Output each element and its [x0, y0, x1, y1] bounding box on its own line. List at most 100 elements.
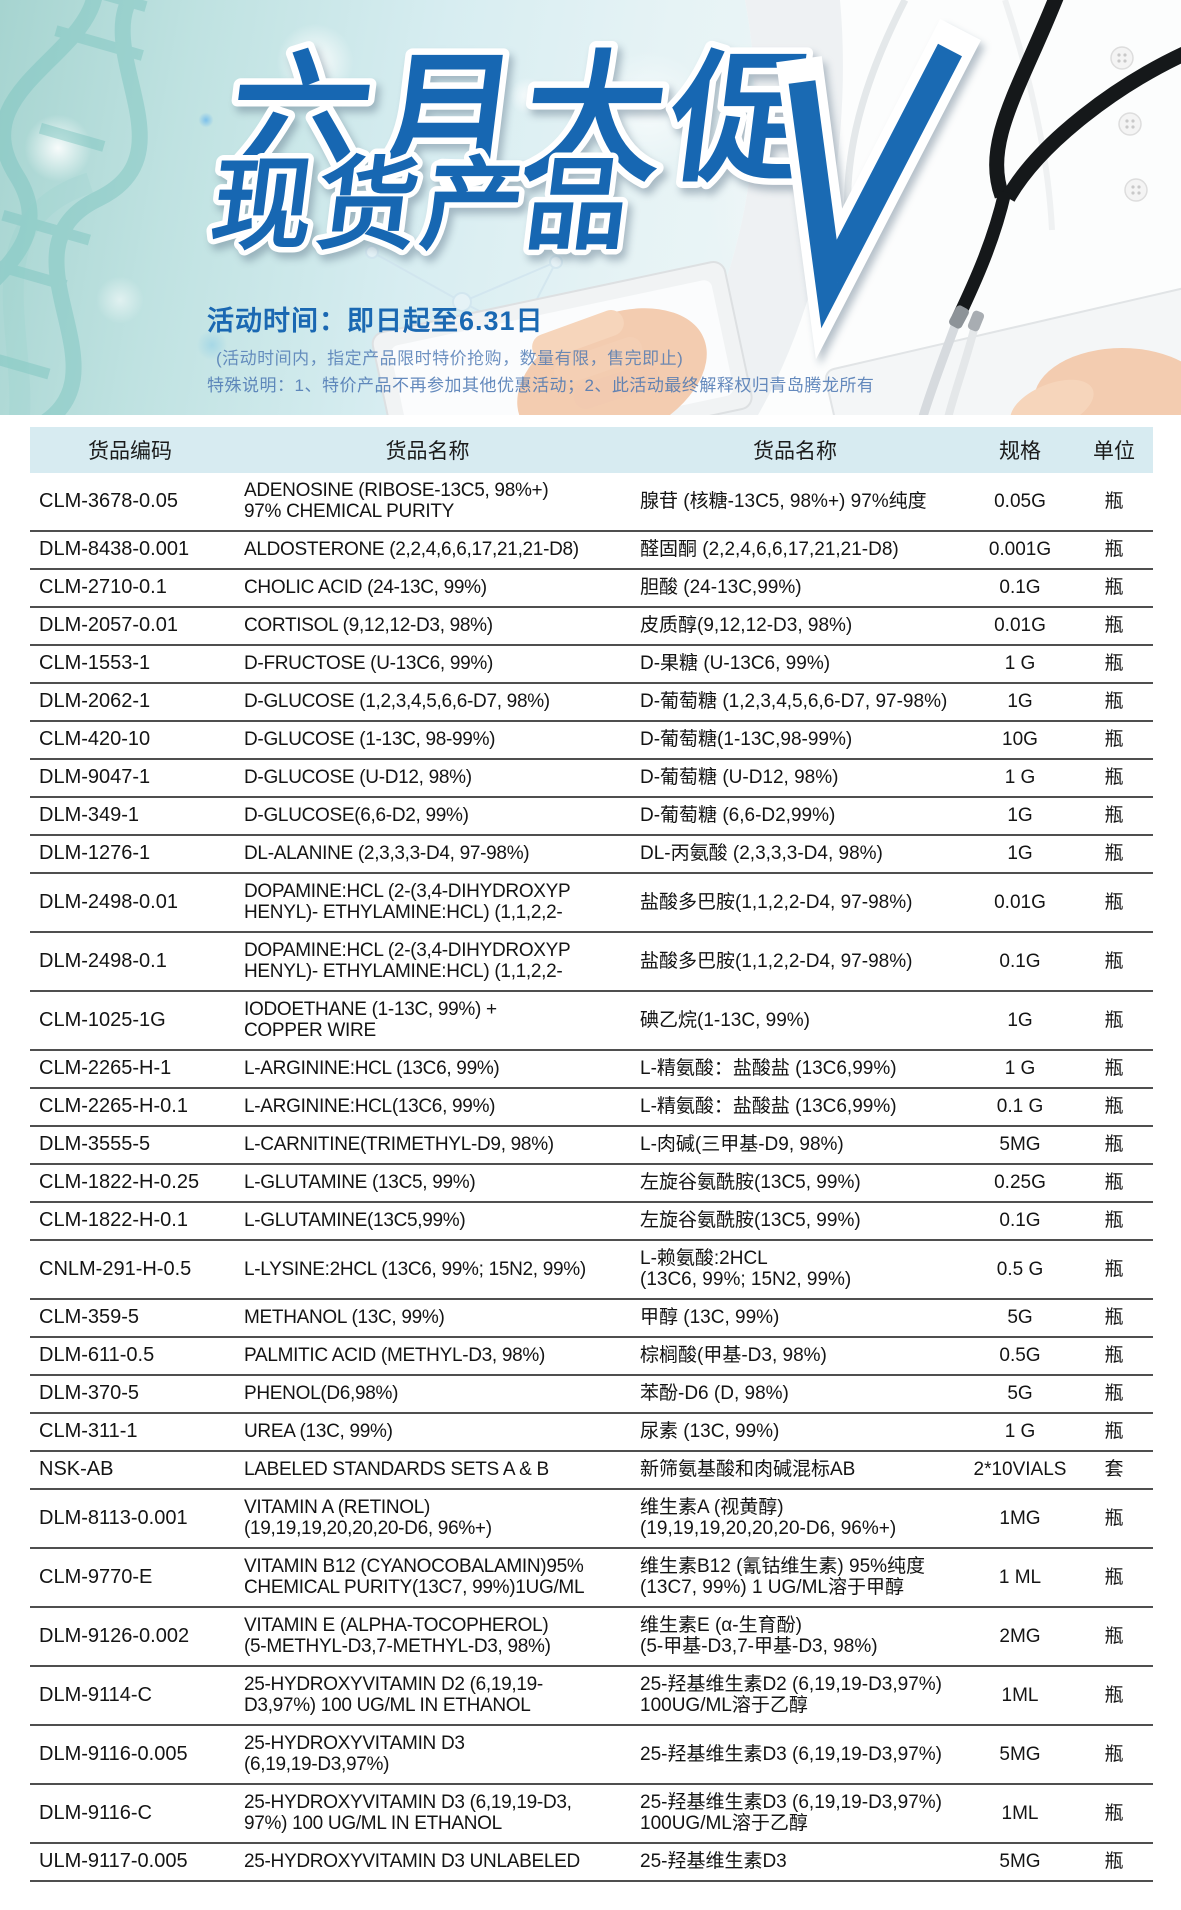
unit-cell: 瓶: [1104, 1421, 1124, 1442]
spec-cell: 1 G: [1004, 767, 1036, 788]
product-name-cn-cell: 苯酚-D6 (D, 98%): [640, 1383, 789, 1404]
spec-cell: 0.05G: [994, 490, 1046, 512]
product-name-cn-cell: 棕榈酸(甲基-D3, 98%): [640, 1345, 827, 1366]
product-name-cn-cell: 新筛氨基酸和肉碱混标AB: [640, 1459, 856, 1480]
svg-text:现货产品: 现货产品: [205, 149, 639, 262]
product-name-cn-cell: 左旋谷氨酰胺(13C5, 99%): [640, 1210, 861, 1231]
product-code-cell: DLM-9047-1: [39, 766, 151, 788]
product-name-cn-cell: 25-羟基维生素D3 (6,19,19-D3,97%) 100UG/ML溶于乙醇: [640, 1792, 942, 1834]
product-code-cell: CLM-359-5: [39, 1306, 140, 1328]
product-name-en-cell: VITAMIN B12 (CYANOCOBALAMIN)95% CHEMICAL…: [244, 1556, 585, 1598]
product-name-en-cell: D-FRUCTOSE (U-13C6, 99%): [244, 653, 493, 674]
product-code-cell: DLM-8438-0.001: [39, 538, 190, 560]
product-name-cn-cell: L-肉碱(三甲基-D9, 98%): [640, 1134, 844, 1155]
product-code-cell: DLM-2498-0.1: [39, 949, 167, 972]
table-row: DLM-9047-1 D-GLUCOSE (U-D12, 98%) D-葡萄糖 (U…: [30, 760, 1153, 798]
table-row: DLM-3555-5 L-CARNITINE(TRIMETHYL-D9, 98%)…: [30, 1127, 1153, 1165]
product-name-en-cell: CHOLIC ACID (24-13C, 99%): [244, 577, 487, 598]
product-code-cell: DLM-3555-5: [39, 1133, 151, 1155]
spec-cell: 0.1G: [999, 577, 1041, 598]
product-name-cn-cell: 胆酸 (24-13C,99%): [640, 577, 802, 598]
table-row: DLM-8113-0.001 VITAMIN A (RETINOL) (19,19…: [30, 1490, 1153, 1549]
table-body: CLM-3678-0.05 ADENOSINE (RIBOSE-13C5, 98%…: [30, 473, 1153, 1882]
product-code-cell: CLM-420-10: [39, 728, 151, 750]
unit-cell: 瓶: [1104, 1851, 1124, 1872]
product-name-en-cell: 25-HYDROXYVITAMIN D3 (6,19,19-D3, 97%) 1…: [244, 1792, 572, 1834]
spec-cell: 0.1 G: [996, 1096, 1044, 1117]
spec-cell: 5MG: [999, 1851, 1041, 1872]
product-code-cell: CLM-2710-0.1: [39, 576, 167, 598]
product-name-cn-cell: 25-羟基维生素D2 (6,19,19-D3,97%) 100UG/ML溶于乙醇: [640, 1674, 942, 1716]
activity-note-line1: (活动时间内，指定产品限时特价抢购，数量有限，售完即止): [216, 349, 684, 368]
spec-cell: 5G: [1007, 1307, 1033, 1328]
spec-cell: 5MG: [999, 1743, 1041, 1765]
spec-cell: 0.01G: [994, 891, 1046, 913]
table-row: DLM-2498-0.01 DOPAMINE:HCL (2-(3,4-DIHYDR…: [30, 874, 1153, 933]
unit-cell: 套: [1104, 1459, 1124, 1480]
product-name-cn-cell: D-葡萄糖 (6,6-D2,99%): [640, 805, 836, 826]
unit-cell: 瓶: [1104, 1507, 1124, 1529]
banner-artwork: 六月大促 现货产品: [0, 0, 1181, 415]
product-name-cn-cell: 尿素 (13C, 99%): [640, 1421, 780, 1442]
unit-cell: 瓶: [1104, 1134, 1124, 1155]
product-name-cn-cell: 25-羟基维生素D3 (6,19,19-D3,97%): [640, 1743, 942, 1765]
unit-cell: 瓶: [1104, 1684, 1124, 1706]
table-row: CLM-9770-E VITAMIN B12 (CYANOCOBALAMIN)95…: [30, 1549, 1153, 1608]
spec-cell: 1 G: [1004, 653, 1036, 674]
table-row: DLM-9126-0.002 VITAMIN E (ALPHA-TOCOPHERO…: [30, 1608, 1153, 1667]
spec-cell: 1G: [1007, 1009, 1033, 1031]
product-name-cn-cell: L-赖氨酸:2HCL (13C6, 99%; 15N2, 99%): [640, 1248, 852, 1290]
product-name-en-cell: DOPAMINE:HCL (2-(3,4-DIHYDROXYP HENYL)- …: [244, 881, 571, 923]
table-row: CLM-1822-H-0.25 L-GLUTAMINE (13C5, 99%) 左旋…: [30, 1165, 1153, 1203]
spec-cell: 1G: [1007, 843, 1033, 864]
product-name-en-cell: DOPAMINE:HCL (2-(3,4-DIHYDROXYP HENYL)- …: [244, 940, 571, 982]
spec-cell: 1 G: [1004, 1421, 1036, 1442]
spec-cell: 5G: [1007, 1383, 1033, 1404]
product-name-cn-cell: 碘乙烷(1-13C, 99%): [640, 1009, 810, 1031]
product-name-en-cell: PALMITIC ACID (METHYL-D3, 98%): [244, 1345, 546, 1366]
product-name-en-cell: PHENOL(D6,98%): [244, 1383, 399, 1404]
product-name-cn-cell: D-葡萄糖 (U-D12, 98%): [640, 767, 839, 788]
product-name-en-cell: D-GLUCOSE(6,6-D2, 99%): [244, 805, 469, 826]
table-row: DLM-2498-0.1 DOPAMINE:HCL (2-(3,4-DIHYDRO…: [30, 933, 1153, 992]
table-row: DLM-349-1 D-GLUCOSE(6,6-D2, 99%) D-葡萄糖 (6,…: [30, 798, 1153, 836]
product-code-cell: DLM-349-1: [39, 804, 140, 826]
product-code-cell: CLM-2265-H-1: [39, 1057, 172, 1079]
banner-title-line1: 六月大促: [214, 34, 834, 204]
spec-cell: 1 G: [1004, 1058, 1036, 1079]
product-code-cell: DLM-9126-0.002: [39, 1624, 190, 1647]
table-row: DLM-9114-C 25-HYDROXYVITAMIN D2 (6,19,19-…: [30, 1667, 1153, 1726]
table-row: DLM-1276-1 DL-ALANINE (2,3,3,3-D4, 97-98%…: [30, 836, 1153, 874]
table-row: DLM-2057-0.01 CORTISOL (9,12,12-D3, 98%) 皮…: [30, 608, 1153, 646]
unit-cell: 瓶: [1104, 891, 1124, 913]
product-name-cn-cell: 甲醇 (13C, 99%): [640, 1307, 780, 1328]
dna-helix-faint-icon: [0, 172, 94, 415]
unit-cell: 瓶: [1104, 1743, 1124, 1765]
product-name-en-cell: IODOETHANE (1-13C, 99%) + COPPER WIRE: [244, 999, 497, 1041]
product-table: 货品编码 货品名称 货品名称 规格 单位 CLM-3678-0.05 ADENOS…: [30, 427, 1153, 1882]
table-row: CLM-1025-1G IODOETHANE (1-13C, 99%) + COP…: [30, 992, 1153, 1051]
unit-cell: 瓶: [1104, 805, 1124, 826]
product-name-cn-cell: 维生素E (α-生育酚) (5-甲基-D3,7-甲基-D3, 98%): [640, 1615, 878, 1657]
unit-cell: 瓶: [1104, 1625, 1124, 1647]
product-name-cn-cell: DL-丙氨酸 (2,3,3,3-D4, 98%): [640, 843, 883, 864]
table-row: CLM-311-1 UREA (13C, 99%) 尿素 (13C, 99%) 1 G…: [30, 1414, 1153, 1452]
unit-cell: 瓶: [1104, 691, 1124, 712]
table-row: DLM-611-0.5 PALMITIC ACID (METHYL-D3, 98%…: [30, 1338, 1153, 1376]
product-name-en-cell: L-ARGININE:HCL (13C6, 99%): [244, 1058, 500, 1079]
product-name-en-cell: D-GLUCOSE (U-D12, 98%): [244, 767, 472, 788]
spec-cell: 2*10VIALS: [973, 1459, 1067, 1480]
spec-cell: 1G: [1007, 805, 1033, 826]
spec-cell: 1MG: [999, 1507, 1041, 1529]
product-name-cn-cell: D-果糖 (U-13C6, 99%): [640, 653, 831, 674]
product-name-cn-cell: 醛固酮 (2,2,4,6,6,17,21,21-D8): [640, 539, 899, 560]
svg-text:六月大促: 六月大促: [220, 40, 827, 197]
table-row: NSK-AB LABELED STANDARDS SETS A & B 新筛氨基酸和…: [30, 1452, 1153, 1490]
product-name-en-cell: ADENOSINE (RIBOSE-13C5, 98%+) 97% CHEMIC…: [244, 480, 549, 522]
dna-helix-icon: [0, 0, 168, 415]
unit-cell: 瓶: [1104, 1345, 1124, 1366]
product-code-cell: CLM-9770-E: [39, 1565, 153, 1588]
product-name-cn-cell: 盐酸多巴胺(1,1,2,2-D4, 97-98%): [640, 891, 913, 913]
spec-cell: 1 ML: [998, 1566, 1042, 1588]
unit-cell: 瓶: [1104, 615, 1124, 636]
